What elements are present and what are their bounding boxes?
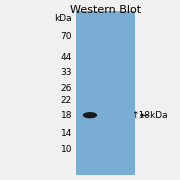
Text: 70: 70 xyxy=(60,31,72,40)
Text: 26: 26 xyxy=(61,84,72,93)
Text: Western Blot: Western Blot xyxy=(70,4,141,15)
Text: kDa: kDa xyxy=(54,14,72,22)
Text: 18: 18 xyxy=(60,111,72,120)
Text: 44: 44 xyxy=(61,53,72,62)
Ellipse shape xyxy=(83,112,97,118)
Text: 10: 10 xyxy=(60,145,72,154)
Text: 14: 14 xyxy=(61,129,72,138)
Bar xyxy=(76,11,135,175)
Text: 33: 33 xyxy=(60,68,72,76)
Text: 22: 22 xyxy=(61,96,72,105)
Text: ↑18kDa: ↑18kDa xyxy=(131,111,167,120)
